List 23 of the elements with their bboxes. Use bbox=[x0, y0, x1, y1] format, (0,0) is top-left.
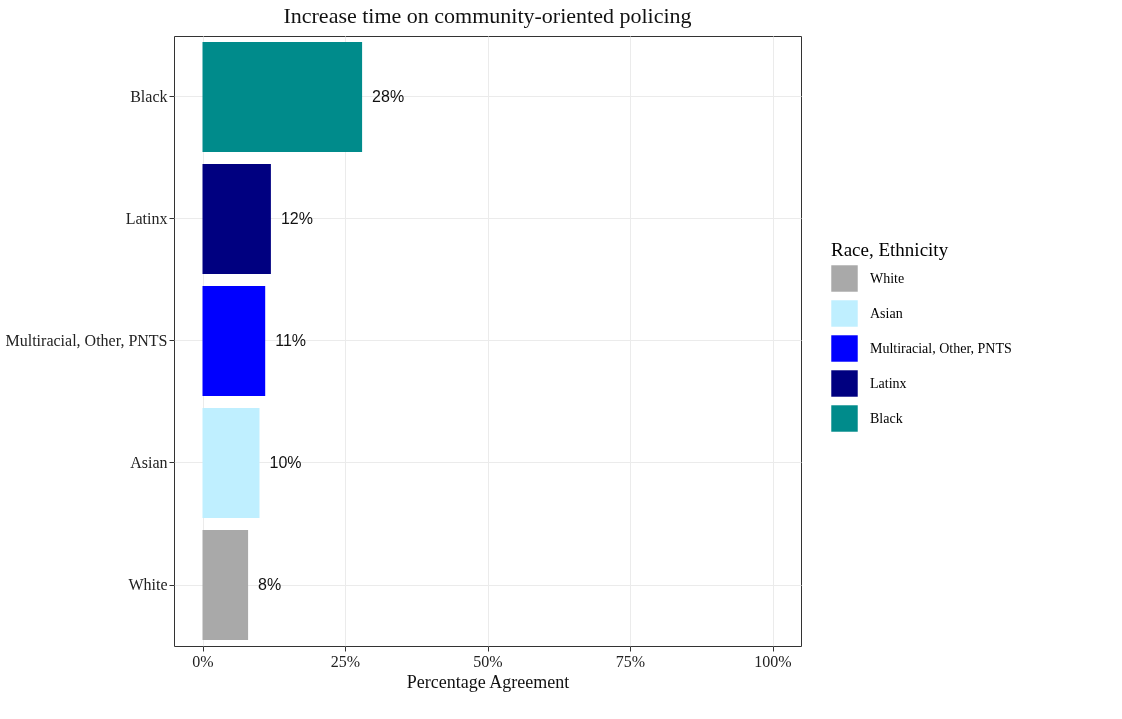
y-tick-label: Multiracial, Other, PNTS bbox=[5, 332, 168, 349]
x-tick-label: 25% bbox=[330, 652, 361, 670]
y-tick-label: Asian bbox=[130, 454, 168, 471]
y-tick-label: Latinx bbox=[125, 210, 168, 227]
data-label: 28% bbox=[372, 88, 405, 105]
x-tick-label: 0% bbox=[192, 652, 214, 670]
x-axis-title: Percentage Agreement bbox=[406, 671, 570, 692]
legend-label: Black bbox=[870, 410, 903, 426]
legend-label: Multiracial, Other, PNTS bbox=[870, 340, 1012, 356]
legend-title: Race, Ethnicity bbox=[831, 239, 949, 260]
x-tick-label: 50% bbox=[473, 652, 503, 670]
chart-title: Increase time on community-oriented policing bbox=[283, 3, 692, 28]
data-label: 11% bbox=[275, 332, 307, 349]
legend-label: Latinx bbox=[870, 375, 907, 391]
y-tick-label: Black bbox=[130, 88, 168, 105]
x-tick-label: 75% bbox=[615, 652, 646, 670]
x-tick-label: 100% bbox=[754, 652, 792, 670]
data-label: 8% bbox=[258, 576, 282, 593]
data-label: 10% bbox=[269, 454, 302, 471]
data-label: 12% bbox=[280, 210, 313, 227]
y-tick-label: White bbox=[128, 576, 168, 593]
legend-label: Asian bbox=[870, 305, 903, 321]
legend-label: White bbox=[870, 270, 905, 286]
